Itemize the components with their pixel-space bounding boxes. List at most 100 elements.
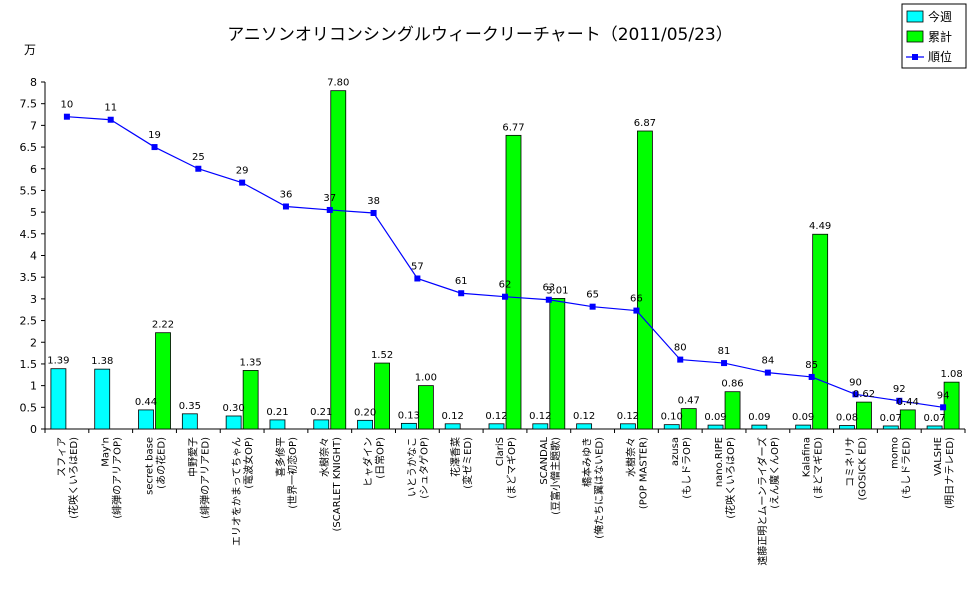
data-label-weekly: 0.44 (135, 397, 157, 408)
x-category-label-line: azusa (670, 437, 681, 466)
x-category-label: 喜多修平 (世界一初恋OP) (274, 437, 299, 509)
legend-label: 累計 (928, 29, 952, 44)
bar-cumulative (680, 408, 697, 430)
y-tick-label: 8 (30, 76, 37, 89)
data-label-cumulative: 6.87 (634, 118, 656, 129)
x-category-label: 水樹奈々 (POP MASTER) (624, 437, 649, 509)
rank-label: 37 (323, 193, 336, 204)
x-category-label-line: momo (889, 437, 900, 469)
data-label-weekly: 0.12 (485, 411, 507, 422)
rank-label: 66 (630, 294, 643, 305)
bar-weekly (444, 423, 461, 430)
data-label-weekly: 0.12 (617, 411, 639, 422)
bar-weekly (400, 422, 417, 430)
legend-label: 順位 (928, 49, 952, 64)
rank-point (195, 165, 202, 172)
rank-label: 63 (542, 283, 555, 294)
data-label-cumulative: 1.08 (940, 369, 962, 380)
data-label-weekly: 0.07 (880, 413, 902, 424)
data-label-weekly: 0.07 (923, 413, 945, 424)
data-label-cumulative: 2.22 (152, 320, 174, 331)
bar-cumulative (724, 391, 741, 430)
x-category-label-line: いとうかなこ (406, 437, 418, 497)
bar-cumulative (155, 332, 171, 430)
y-tick-label: 6 (30, 163, 37, 176)
y-tick-label: 5 (30, 206, 37, 219)
rank-point (63, 113, 70, 120)
x-category-label-line: (POP MASTER) (638, 437, 649, 509)
rank-label: 36 (280, 189, 293, 200)
legend-swatch (906, 10, 924, 23)
data-label-cumulative: 7.80 (327, 78, 349, 89)
x-category-label-line: (まどマギOP) (506, 437, 518, 499)
x-category-label-line: secret base (145, 437, 156, 495)
y-tick-label: 5.5 (20, 184, 38, 197)
chart-title: アニソンオリコンシングルウィークリーチャート（2011/05/23） (227, 25, 732, 45)
bar-cumulative (374, 362, 390, 430)
rank-point (633, 307, 640, 314)
bar-cumulative (505, 134, 522, 430)
bar-weekly (882, 425, 899, 430)
y-tick-label: 0.5 (20, 401, 38, 414)
rank-label: 81 (718, 346, 731, 357)
x-category-label-line: スフィア (57, 437, 68, 477)
rank-label: 57 (411, 261, 424, 272)
x-category-label-line: (GOSICK ED) (857, 437, 868, 501)
x-category-label: 中野愛子 (緋弾のアリアED) (186, 437, 211, 519)
rank-point (896, 397, 903, 404)
x-category-label-line: コミネリサ (844, 437, 856, 487)
rank-point (764, 369, 771, 376)
bar-weekly (269, 419, 286, 430)
rank-label: 11 (104, 103, 117, 114)
rank-line-layer (63, 113, 947, 411)
x-category-label-line: SCANDAL (539, 437, 550, 485)
y-tick-label: 1.5 (20, 358, 38, 371)
x-category-label-line: ヒャダイン (362, 437, 375, 487)
bar-weekly (576, 423, 593, 430)
bar-weekly (663, 424, 680, 430)
legend-label: 今週 (928, 9, 952, 24)
data-label-cumulative: 6.77 (502, 122, 524, 133)
rank-label: 84 (761, 356, 774, 367)
bar-weekly (138, 409, 154, 430)
x-category-label-line: (もしドラOP) (681, 437, 693, 499)
bar-weekly (357, 419, 373, 430)
x-category-label: secret base (あの花ED) (145, 437, 168, 495)
rank-point (502, 293, 508, 300)
y-tick-label: 7.5 (20, 98, 38, 111)
x-category-label: ヒャダイン (日常OP) (362, 437, 387, 487)
rank-point (940, 404, 947, 411)
x-category-label-line: (緋弾のアリアOP) (111, 437, 124, 519)
data-label-weekly: 0.08 (836, 413, 858, 424)
legend-swatch (906, 30, 924, 43)
x-category-label-line: 遠藤正明とムーンライダーズ (756, 437, 769, 566)
rank-point (589, 303, 596, 310)
y-tick-label: 1 (30, 380, 37, 393)
bar-weekly (620, 423, 636, 430)
bar-weekly (926, 425, 943, 430)
bar-cumulative (417, 385, 434, 430)
data-label-weekly: 0.12 (573, 411, 595, 422)
y-tick-label: 2.5 (20, 315, 38, 328)
y-tick-label: 0 (30, 423, 37, 436)
bar-cumulative (856, 401, 872, 430)
x-category-label-line: (豆富小僧主題歌) (549, 437, 562, 515)
data-label-cumulative: 0.44 (897, 397, 919, 408)
data-label-weekly: 0.12 (529, 411, 551, 422)
data-label-weekly: 0.10 (661, 412, 683, 423)
rank-label: 38 (367, 196, 380, 207)
data-label-cumulative: 4.49 (809, 221, 831, 232)
x-category-label: SCANDAL (豆富小僧主題歌) (539, 437, 562, 515)
bar-cumulative (943, 381, 960, 430)
x-category-label-line: nano.RIPE (714, 437, 725, 487)
data-label-weekly: 0.20 (354, 407, 376, 418)
rank-point (370, 209, 377, 216)
x-category-label-line: (まどマギED) (813, 437, 825, 499)
x-category-label: コミネリサ (GOSICK ED) (844, 437, 868, 501)
y-tick-label: 6.5 (20, 141, 38, 154)
rank-label: 19 (148, 130, 161, 141)
x-category-label-line: 喜多修平 (274, 437, 287, 477)
x-axis: スフィア (花咲くいろはED) May'n (緋弾のアリアOP) secret base… (44, 428, 966, 566)
y-tick-label: 4.5 (20, 228, 38, 241)
